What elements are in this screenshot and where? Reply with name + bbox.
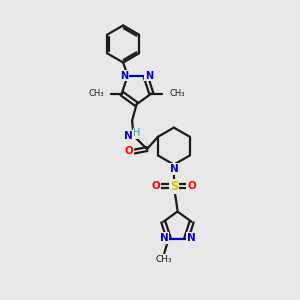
Text: O: O bbox=[152, 181, 161, 191]
Text: N: N bbox=[187, 233, 195, 243]
Text: N: N bbox=[124, 131, 133, 141]
Text: H: H bbox=[134, 128, 141, 138]
Text: N: N bbox=[169, 164, 178, 174]
Text: CH₃: CH₃ bbox=[169, 89, 185, 98]
Text: O: O bbox=[125, 146, 134, 157]
Text: S: S bbox=[169, 180, 178, 193]
Text: N: N bbox=[145, 70, 153, 81]
Text: N: N bbox=[120, 70, 128, 81]
Text: O: O bbox=[187, 181, 196, 191]
Text: N: N bbox=[160, 233, 168, 243]
Text: CH₃: CH₃ bbox=[156, 255, 172, 264]
Text: CH₃: CH₃ bbox=[88, 89, 104, 98]
